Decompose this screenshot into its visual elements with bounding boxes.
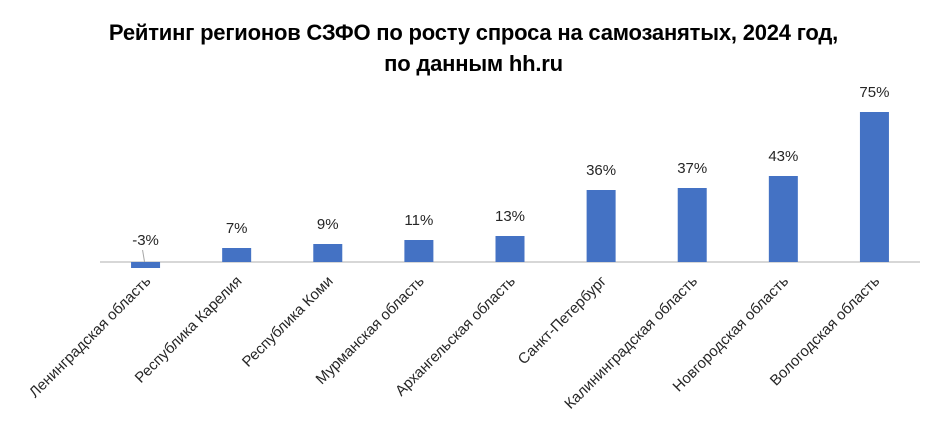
- bar-1: [131, 262, 161, 268]
- bar-4: [404, 240, 434, 262]
- data-label-4: 11%: [404, 212, 433, 229]
- data-label-8: 43%: [768, 148, 798, 165]
- data-label-7: 37%: [677, 160, 707, 177]
- data-label-5: 13%: [495, 208, 525, 225]
- category-label-3: Республика Коми: [239, 273, 337, 371]
- data-label-9: 75%: [859, 84, 889, 101]
- bar-6: [586, 190, 616, 262]
- category-label-1: Ленинградская область: [26, 273, 155, 402]
- bar-7: [677, 188, 707, 262]
- chart-title-line-2: по данным hh.ru: [384, 51, 563, 76]
- bar-8: [768, 176, 798, 262]
- bar-3: [313, 244, 343, 262]
- leader-line-1: [142, 249, 146, 263]
- data-label-6: 36%: [586, 162, 616, 179]
- bar-5: [495, 236, 525, 262]
- data-label-1: -3%: [132, 232, 159, 249]
- data-label-2: 7%: [226, 220, 248, 237]
- bar-2: [222, 248, 252, 262]
- category-label-6: Санкт-Петербург: [515, 272, 611, 368]
- chart-title-line-1: Рейтинг регионов СЗФО по росту спроса на…: [108, 20, 839, 45]
- bar-9: [859, 112, 889, 262]
- data-label-3: 9%: [317, 216, 339, 233]
